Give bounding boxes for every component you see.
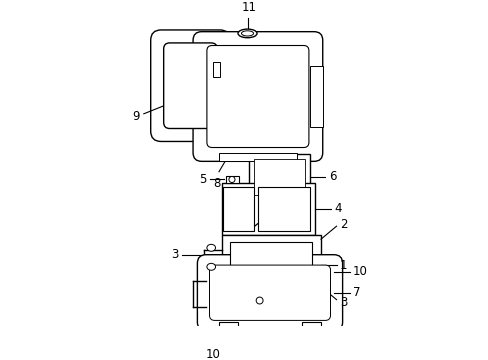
Text: 5: 5 (199, 173, 206, 186)
FancyBboxPatch shape (206, 45, 308, 148)
FancyBboxPatch shape (150, 30, 230, 141)
Text: 4: 4 (333, 202, 341, 215)
Ellipse shape (256, 297, 263, 304)
Ellipse shape (206, 244, 215, 251)
Ellipse shape (206, 264, 215, 270)
Bar (246, 295, 272, 306)
Text: 1: 1 (339, 258, 347, 271)
Bar (212, 62, 220, 77)
Text: 9: 9 (132, 110, 139, 123)
Bar (257, 187, 309, 230)
Bar (221, 235, 320, 295)
Bar (249, 154, 309, 199)
Text: 8: 8 (213, 177, 221, 190)
Text: 10: 10 (352, 265, 367, 279)
Text: 10: 10 (205, 348, 220, 360)
Text: 3: 3 (339, 296, 346, 309)
Ellipse shape (241, 31, 253, 36)
Text: 7: 7 (352, 286, 360, 299)
Bar (219, 322, 238, 331)
Bar (219, 153, 296, 161)
Text: 3: 3 (171, 248, 178, 261)
Bar (309, 66, 322, 127)
Text: 11: 11 (241, 1, 256, 14)
Bar (230, 242, 312, 288)
FancyBboxPatch shape (193, 32, 322, 161)
Bar (225, 176, 239, 183)
Bar (223, 187, 253, 230)
FancyBboxPatch shape (163, 43, 217, 129)
Bar (221, 183, 314, 235)
Bar (253, 159, 305, 195)
Text: 2: 2 (339, 218, 347, 231)
FancyBboxPatch shape (209, 265, 330, 320)
FancyBboxPatch shape (197, 255, 342, 331)
Bar (302, 322, 320, 331)
Ellipse shape (228, 176, 235, 183)
Ellipse shape (238, 29, 257, 38)
Text: 6: 6 (328, 170, 336, 183)
